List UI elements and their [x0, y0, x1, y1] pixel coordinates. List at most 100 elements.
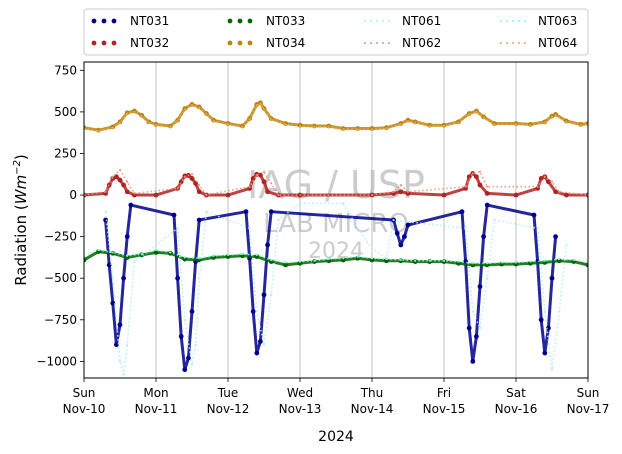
legend-marker-NT031 [111, 18, 117, 24]
point-NT064-46 [565, 120, 568, 123]
legend-marker-NT031 [91, 18, 97, 24]
point-NT061-4 [126, 343, 129, 346]
point-NT031-28 [405, 222, 411, 228]
y-axis-label-close: ) [12, 154, 30, 160]
point-NT031-42 [549, 275, 555, 281]
x-tick-weekday-7: Sun [577, 386, 600, 400]
point-NT061-15 [270, 293, 273, 296]
point-NT062-17 [392, 190, 395, 193]
y-axis-label: Radiation (Wm−2) [12, 154, 30, 286]
legend-marker-NT063 [506, 20, 508, 22]
legend-marker-NT032 [91, 40, 97, 46]
series-trace-NT032 [84, 171, 588, 197]
series-NT064 [84, 102, 588, 133]
point-NT063-20 [370, 257, 374, 260]
point-NT033-12 [254, 254, 260, 259]
legend-marker-NT062 [364, 42, 366, 44]
y-tick-label-0: 750 [54, 63, 77, 77]
point-NT031-25 [394, 230, 400, 236]
legend-marker-NT034 [237, 40, 243, 46]
point-NT064-20 [259, 102, 262, 105]
point-NT032-44 [564, 192, 569, 198]
legend-marker-NT034 [227, 40, 233, 46]
legend-box [83, 8, 589, 56]
point-NT062-18 [399, 183, 402, 187]
point-NT031-4 [117, 322, 123, 328]
legend-marker-NT063 [524, 20, 526, 22]
point-NT064-36 [457, 121, 460, 124]
point-NT031-0 [103, 217, 108, 223]
point-NT062-26 [550, 180, 554, 183]
point-NT061-18 [342, 202, 345, 205]
point-NT032-43 [553, 189, 558, 195]
point-NT064-37 [468, 113, 471, 116]
point-NT033-33 [556, 258, 562, 264]
point-NT032-18 [225, 192, 231, 198]
legend-label-NT064: NT064 [538, 36, 577, 50]
point-NT031-7 [128, 202, 134, 208]
point-NT064-39 [482, 116, 485, 119]
point-NT061-30 [550, 368, 554, 371]
point-NT062-4 [126, 180, 129, 183]
point-NT061-31 [558, 310, 561, 313]
y-tick-label-2: 250 [54, 146, 77, 160]
point-NT062-10 [205, 193, 208, 197]
watermark: IAG / USP LAB MICRO 2024 [247, 163, 425, 264]
legend-marker-NT032 [111, 40, 117, 46]
point-NT032-30 [405, 190, 411, 196]
point-NT061-10 [198, 277, 201, 280]
point-NT031-34 [477, 284, 483, 289]
x-tick-weekday-4: Thu [360, 386, 384, 400]
point-NT063-34 [572, 258, 575, 262]
legend-marker-NT064 [500, 42, 502, 44]
series-NT062 [84, 168, 588, 197]
x-tick-weekday-3: Wed [287, 386, 313, 400]
legend-label-NT063: NT063 [538, 14, 577, 28]
point-NT063-6 [169, 251, 172, 254]
point-NT064-13 [198, 106, 201, 109]
point-NT031-40 [542, 350, 548, 356]
legend-marker-NT063 [512, 20, 514, 22]
point-NT064-14 [205, 113, 208, 116]
point-NT061-6 [176, 227, 179, 230]
legend-label-NT061: NT061 [402, 14, 441, 28]
point-NT063-4 [140, 252, 143, 256]
series-trace-NT034 [84, 101, 588, 132]
point-NT062-2 [111, 175, 114, 178]
point-NT032-40 [538, 176, 544, 181]
y-axis-label-main: Radiation ( [12, 204, 30, 286]
point-NT031-2 [110, 300, 116, 306]
point-NT063-31 [529, 260, 532, 263]
point-NT061-12 [248, 227, 251, 230]
point-NT061-28 [536, 227, 539, 230]
x-tick-date-2: Nov-12 [207, 402, 250, 416]
point-NT031-3 [114, 342, 119, 348]
point-NT031-11 [182, 367, 188, 373]
point-NT032-33 [466, 174, 472, 180]
legend-label-NT031: NT031 [130, 14, 169, 28]
point-NT062-15 [277, 193, 280, 197]
point-NT061-7 [183, 318, 186, 321]
point-NT062-9 [198, 183, 201, 187]
point-NT031-33 [474, 334, 479, 339]
point-NT031-18 [250, 309, 256, 314]
legend-marker-NT061 [382, 20, 384, 22]
point-NT064-1 [97, 129, 100, 133]
point-NT031-27 [402, 234, 407, 240]
point-NT032-45 [585, 192, 588, 198]
point-NT062-22 [478, 170, 482, 173]
x-tick-weekday-6: Sat [506, 386, 526, 400]
point-NT061-22 [392, 218, 395, 222]
legend-marker-NT033 [237, 18, 243, 24]
point-NT062-24 [536, 185, 539, 188]
point-NT064-27 [342, 128, 345, 131]
point-NT032-35 [474, 174, 479, 180]
point-NT062-16 [370, 193, 374, 197]
series-trace-NT063 [84, 249, 588, 265]
point-NT063-14 [284, 261, 287, 264]
point-NT061-8 [190, 363, 194, 366]
point-NT031-41 [546, 325, 551, 331]
point-NT063-28 [486, 262, 489, 265]
point-NT063-33 [558, 257, 561, 261]
point-NT033-7 [182, 256, 188, 262]
